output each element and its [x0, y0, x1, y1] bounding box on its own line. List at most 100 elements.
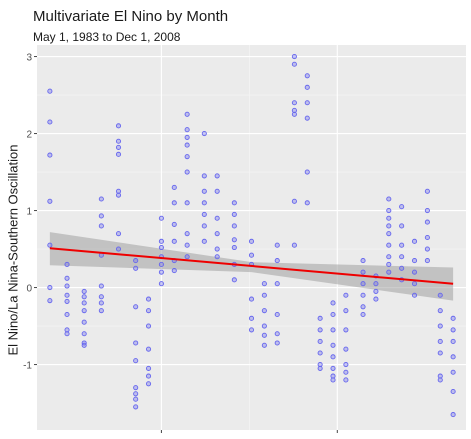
data-point — [98, 196, 104, 202]
data-point — [386, 223, 392, 229]
data-point — [133, 265, 139, 271]
data-point — [373, 288, 379, 294]
data-point — [171, 200, 177, 206]
data-point — [115, 123, 122, 129]
data-point — [437, 377, 443, 383]
data-point — [214, 254, 220, 260]
data-point — [145, 373, 152, 379]
data-point — [158, 238, 164, 244]
data-point — [214, 188, 220, 194]
data-point — [437, 338, 443, 345]
data-point — [201, 173, 207, 179]
data-point — [343, 346, 349, 352]
data-point — [317, 315, 323, 321]
y-tick-label: 3 — [26, 53, 32, 64]
data-point — [317, 327, 323, 333]
data-point — [330, 327, 336, 333]
data-point — [386, 231, 392, 237]
trend-line — [49, 247, 454, 285]
y-axis-ticks: -1 0 1 2 3 — [23, 53, 37, 372]
data-point — [330, 365, 336, 371]
y-tick-label: 1 — [26, 207, 32, 218]
data-point — [343, 327, 349, 333]
data-point — [81, 319, 87, 325]
data-point — [304, 115, 310, 121]
data-point — [304, 73, 310, 79]
data-point — [184, 134, 190, 140]
data-point — [261, 332, 267, 338]
data-point — [343, 361, 349, 368]
data-point — [231, 277, 237, 283]
data-point — [133, 358, 139, 364]
data-point — [98, 223, 104, 229]
data-point — [158, 215, 164, 221]
data-point — [64, 275, 70, 281]
data-point — [317, 350, 323, 356]
data-point — [214, 246, 220, 252]
data-point — [330, 354, 336, 360]
data-point — [360, 292, 366, 298]
data-point — [411, 238, 418, 244]
data-point — [201, 130, 207, 137]
data-point — [145, 308, 152, 314]
data-point — [98, 283, 104, 289]
data-point — [47, 242, 53, 248]
data-point — [98, 308, 104, 314]
data-point — [261, 292, 267, 298]
data-point — [184, 242, 190, 248]
data-point — [98, 300, 104, 306]
data-point — [411, 269, 418, 275]
data-point — [304, 100, 310, 106]
data-point — [261, 308, 267, 314]
data-point — [450, 412, 456, 418]
data-point — [437, 350, 443, 356]
data-point — [231, 223, 237, 229]
data-point — [184, 142, 190, 148]
data-point — [133, 258, 139, 264]
data-point — [115, 246, 122, 252]
data-point — [47, 119, 53, 125]
data-point — [304, 169, 310, 175]
data-point — [437, 292, 443, 298]
data-point — [115, 151, 122, 157]
data-point — [201, 211, 207, 217]
data-point — [274, 242, 280, 248]
data-point — [64, 298, 70, 304]
data-point — [450, 327, 456, 333]
data-point — [424, 188, 430, 194]
data-point — [184, 111, 190, 117]
data-point — [201, 238, 207, 244]
data-point — [184, 200, 190, 206]
data-point — [145, 365, 152, 371]
data-point — [115, 138, 122, 144]
data-point — [330, 311, 336, 318]
data-point — [304, 200, 310, 206]
data-point — [214, 215, 220, 221]
data-point — [133, 396, 139, 402]
data-point — [274, 331, 280, 337]
data-point — [158, 269, 164, 275]
data-point — [81, 342, 87, 348]
data-point — [214, 173, 220, 179]
data-point — [81, 294, 87, 300]
data-point — [115, 144, 122, 150]
data-point — [133, 385, 139, 391]
data-point — [248, 296, 255, 302]
chart-subtitle: May 1, 1983 to Dec 1, 2008 — [33, 30, 181, 44]
data-point — [184, 254, 190, 260]
data-point — [81, 331, 87, 337]
data-point — [231, 244, 237, 251]
data-point — [171, 238, 177, 244]
data-point — [184, 231, 190, 237]
data-point — [64, 283, 70, 289]
data-point — [291, 198, 297, 204]
data-point — [145, 296, 152, 302]
data-point — [171, 221, 177, 227]
data-point — [145, 381, 152, 387]
data-point — [411, 281, 418, 287]
data-point — [274, 281, 280, 287]
data-point — [98, 213, 104, 219]
data-point — [330, 300, 336, 306]
data-point — [450, 388, 456, 395]
